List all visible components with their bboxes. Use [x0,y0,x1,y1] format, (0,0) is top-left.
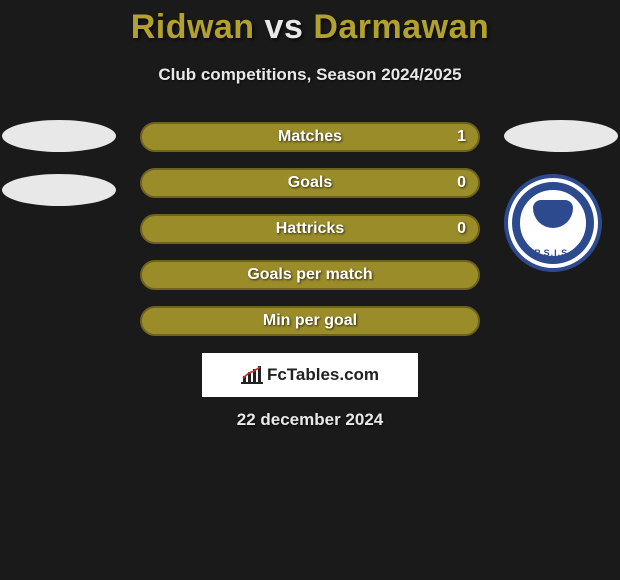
stat-bar: Goals per match [140,260,480,290]
stat-label: Min per goal [142,308,478,334]
date-label: 22 december 2024 [0,410,620,430]
right-badge-column: P.S.I.S. [504,120,618,272]
watermark: FcTables.com [202,353,418,397]
stat-bar: Min per goal [140,306,480,336]
club-crest-icon: P.S.I.S. [504,174,602,272]
stat-value: 0 [457,170,466,196]
stat-label: Goals per match [142,262,478,288]
bar-chart-icon [241,366,263,384]
team-placeholder-icon [504,120,618,152]
player1-name: Ridwan [131,8,255,46]
stat-bar: Matches1 [140,122,480,152]
crest-text: P.S.I.S. [508,248,598,258]
player2-name: Darmawan [313,8,489,46]
watermark-text: FcTables.com [267,365,379,385]
stats-bar-chart: Matches1Goals0Hattricks0Goals per matchM… [140,122,480,352]
stat-value: 0 [457,216,466,242]
team-placeholder-icon [2,174,116,206]
stat-label: Goals [142,170,478,196]
team-placeholder-icon [2,120,116,152]
subtitle: Club competitions, Season 2024/2025 [0,65,620,85]
stat-label: Hattricks [142,216,478,242]
left-badge-column [2,120,116,228]
stat-value: 1 [457,124,466,150]
page-title: Ridwan vs Darmawan [0,0,620,47]
stat-bar: Goals0 [140,168,480,198]
vs-separator: vs [265,8,304,46]
stat-bar: Hattricks0 [140,214,480,244]
stat-label: Matches [142,124,478,150]
